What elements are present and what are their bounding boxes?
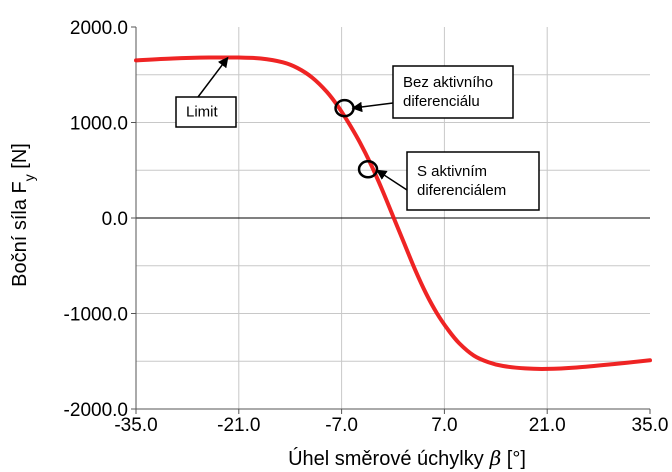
x-axis-title: Úhel směrové úchylky β [°] [288, 446, 526, 470]
y-tick-label: -2000.0 [64, 400, 128, 421]
annotation-limit: Limit [175, 56, 237, 128]
x-axis-title-text: Úhel směrové úchylky [288, 447, 484, 470]
annotation-text: diferenciálem [417, 182, 506, 199]
x-tick-label: -7.0 [325, 415, 358, 436]
annotation-arrow [351, 101, 394, 113]
annotation-text: diferenciálu [403, 93, 480, 110]
series-layer [134, 55, 652, 371]
annotation-s-aktivnim: S aktivním diferenciálem [375, 151, 540, 211]
annotation-box [175, 96, 237, 128]
marker-s-aktivnim [357, 160, 379, 179]
x-axis-unit: [°] [501, 448, 526, 470]
annotation-arrow [375, 169, 408, 191]
annotation-arrow [197, 56, 229, 98]
y-tick-label: 1000.0 [70, 114, 128, 135]
x-tick-label: 7.0 [431, 415, 457, 436]
x-tick-label: 35.0 [632, 415, 669, 436]
annotation-bez-aktivniho: Bez aktivního diferenciálu [351, 65, 514, 119]
annotation-text: Limit [186, 104, 219, 121]
x-tick-label: -21.0 [217, 415, 260, 436]
annotation-box [392, 65, 514, 119]
y-axis-title: Boční síla Fy [N] [9, 143, 37, 287]
svg-text:Boční síla Fy [N]: Boční síla Fy [N] [9, 143, 37, 287]
annotation-text: Bez aktivního [403, 74, 493, 91]
y-axis-title-subscript: y [21, 174, 37, 181]
y-tick-label: 2000.0 [70, 18, 128, 39]
y-axis-title-text: Boční síla F [9, 181, 31, 287]
y-tick-label: 0.0 [102, 209, 128, 230]
annotation-box [406, 151, 540, 211]
x-tick-label: -35.0 [114, 415, 157, 436]
series-line [134, 55, 652, 371]
x-tick-label: 21.0 [529, 415, 566, 436]
tick-labels: -35.0 -21.0 -7.0 7.0 21.0 35.0 -2000.0 -1000.0 0… [64, 18, 669, 436]
annotation-text: S aktivním [417, 163, 487, 180]
annotation-layer: Limit Bez aktivního diferenciálu S aktivním… [175, 56, 540, 211]
x-axis-beta-symbol: β [489, 446, 502, 470]
y-tick-label: -1000.0 [64, 305, 128, 326]
y-axis-unit: [N] [9, 143, 31, 174]
